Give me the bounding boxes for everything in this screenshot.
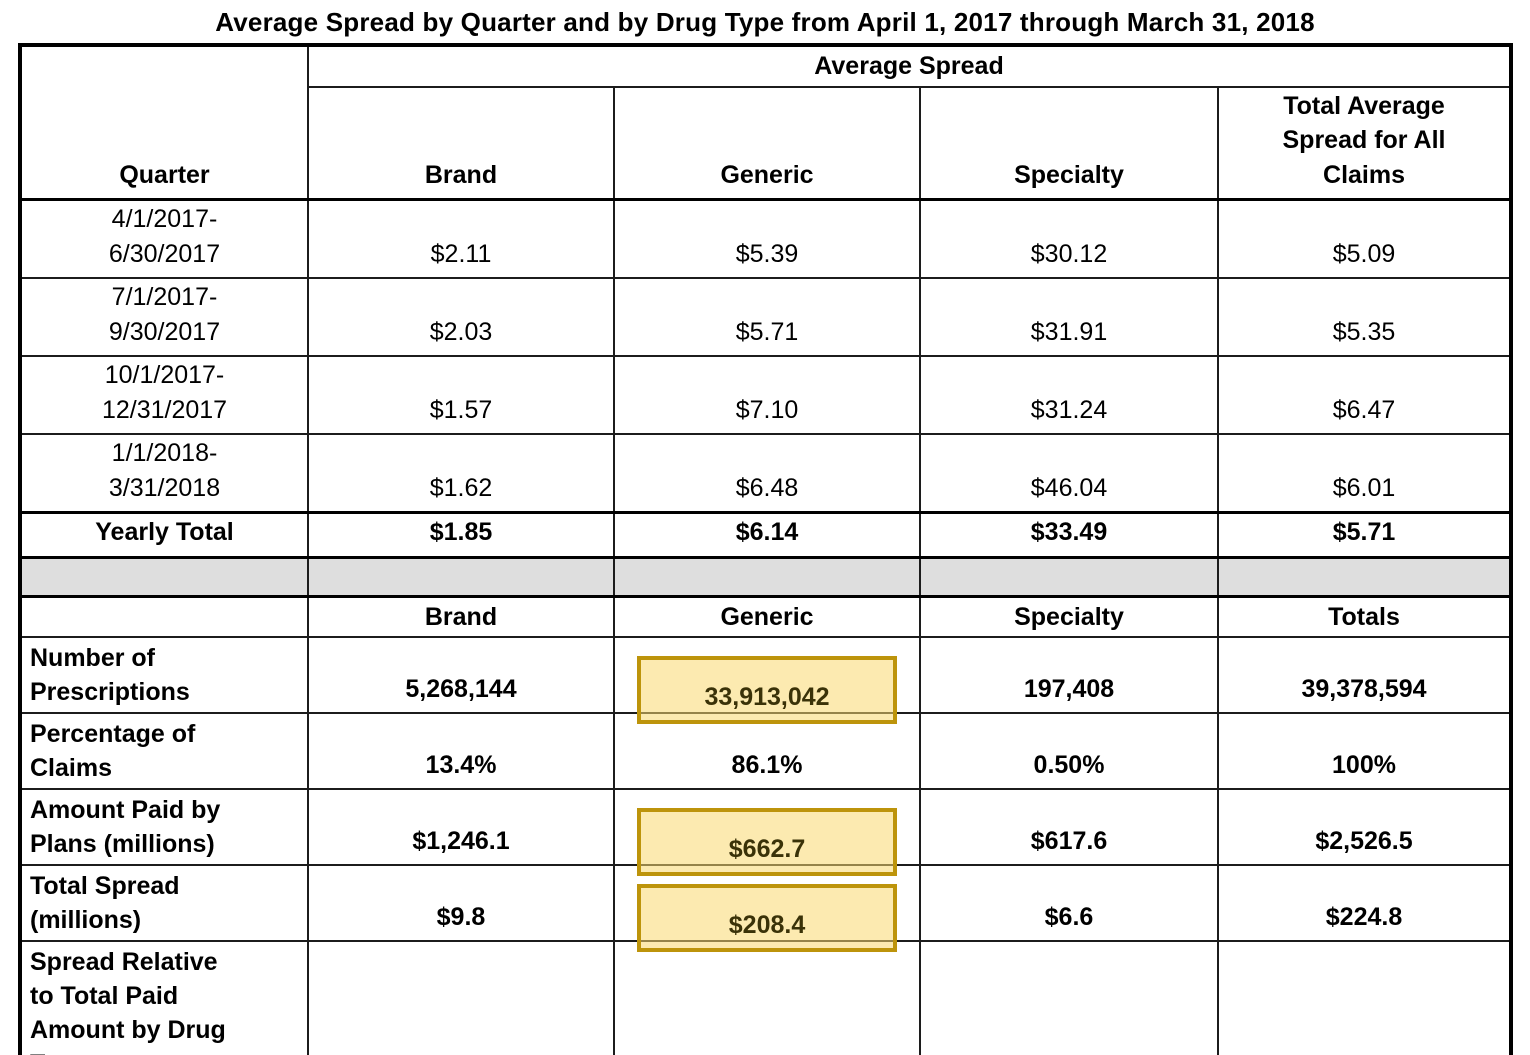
- spacer-cell: [307, 555, 615, 598]
- generic-value-cell: $6.48: [613, 433, 921, 514]
- row-label: Percentage of Claims: [19, 712, 309, 790]
- empty-header-cell: [19, 595, 309, 638]
- specialty-value-cell: 197,408: [919, 636, 1219, 714]
- page-title: Average Spread by Quarter and by Drug Ty…: [215, 7, 1315, 37]
- brand-column-header: Brand: [307, 85, 615, 201]
- quarter-cell: 1/1/2018- 3/31/2018: [19, 433, 309, 514]
- generic-value-cell: 86.1%: [613, 712, 921, 790]
- spacer-cell: [919, 555, 1219, 598]
- highlighted-value: 33,913,042: [704, 682, 830, 711]
- specialty-value-cell: 0.50%: [919, 712, 1219, 790]
- quarter-cell: 7/1/2017- 9/30/2017: [19, 277, 309, 357]
- specialty-value-cell: $6.6: [919, 864, 1219, 942]
- brand-value-cell: $9.8: [307, 864, 615, 942]
- summary-row-amount-paid: Amount Paid by Plans (millions) $1,246.1…: [19, 788, 1513, 876]
- quarter-cell: 4/1/2017- 6/30/2017: [19, 198, 309, 279]
- specialty-column-header: Specialty: [919, 85, 1219, 201]
- specialty-value-cell: $30.12: [919, 198, 1219, 279]
- total-value-cell: $5.09: [1216, 198, 1513, 279]
- generic-column-header: Generic: [613, 595, 921, 638]
- generic-value-cell: $662.7: [613, 788, 921, 876]
- report-page: Average Spread by Quarter and by Drug Ty…: [0, 7, 1530, 1055]
- summary-row-prescriptions: Number of Prescriptions 5,268,144 33,913…: [19, 636, 1513, 724]
- generic-value-cell: $5.39: [613, 198, 921, 279]
- quarter-cell: 10/1/2017- 12/31/2017: [19, 355, 309, 435]
- totals-value-cell: 100%: [1216, 712, 1513, 790]
- brand-column-header: Brand: [307, 595, 615, 638]
- spacer-cell: [19, 555, 309, 598]
- spacer-row: [19, 555, 1513, 598]
- quarter-row-q3: 10/1/2017- 12/31/2017 $1.57 $7.10 $31.24…: [19, 355, 1513, 435]
- brand-value-cell: 13.4%: [307, 712, 615, 790]
- total-value-cell: $5.35: [1216, 277, 1513, 357]
- generic-value-cell: 31.4%: [613, 940, 921, 1055]
- total-value-cell: $6.47: [1216, 355, 1513, 435]
- generic-total-cell: $6.14: [613, 511, 921, 558]
- quarter-row-q1: 4/1/2017- 6/30/2017 $2.11 $5.39 $30.12 $…: [19, 198, 1513, 279]
- row-label: Spread Relative to Total Paid Amount by …: [19, 940, 309, 1055]
- average-spread-group-header: Average Spread: [306, 44, 1513, 88]
- totals-value-cell: 39,378,594: [1216, 636, 1513, 714]
- column-header-row: Brand Generic Specialty Total Average Sp…: [20, 85, 1513, 201]
- generic-value-cell: $208.4: [613, 864, 921, 952]
- yearly-total-row: Yearly Total $1.85 $6.14 $33.49 $5.71: [19, 511, 1513, 558]
- total-total-cell: $5.71: [1216, 511, 1513, 558]
- brand-value-cell: $1.62: [307, 433, 615, 514]
- total-value-cell: $6.01: [1216, 433, 1513, 514]
- generic-column-header: Generic: [613, 85, 921, 201]
- quarter-row-q2: 7/1/2017- 9/30/2017 $2.03 $5.71 $31.91 $…: [19, 277, 1513, 357]
- brand-value-cell: 0.8%: [307, 940, 615, 1055]
- row-label: Amount Paid by Plans (millions): [19, 788, 309, 866]
- highlighted-value: $208.4: [728, 910, 806, 939]
- average-spread-table: Quarter Average Spread Brand Generic Spe…: [18, 43, 1514, 1055]
- brand-value-cell: 5,268,144: [307, 636, 615, 714]
- brand-total-cell: $1.85: [307, 511, 615, 558]
- totals-column-header: Totals: [1216, 595, 1513, 638]
- specialty-value-cell: $31.91: [919, 277, 1219, 357]
- brand-value-cell: $2.11: [307, 198, 615, 279]
- brand-value-cell: $1,246.1: [307, 788, 615, 866]
- highlight-box: $662.7: [637, 807, 897, 876]
- totals-value-cell: $2,526.5: [1216, 788, 1513, 866]
- totals-value-cell: 8.9%: [1216, 940, 1513, 1055]
- totals-value-cell: $224.8: [1216, 864, 1513, 942]
- highlight-box: $208.4: [637, 883, 897, 952]
- summary-row-spread-relative: Spread Relative to Total Paid Amount by …: [19, 940, 1513, 1055]
- highlighted-value: $662.7: [728, 834, 806, 863]
- row-label: Total Spread (millions): [19, 864, 309, 942]
- generic-value-cell: $5.71: [613, 277, 921, 357]
- spacer-cell: [1216, 555, 1513, 598]
- summary-row-percentage: Percentage of Claims 13.4% 86.1% 0.50% 1…: [19, 712, 1513, 790]
- brand-value-cell: $1.57: [307, 355, 615, 435]
- yearly-total-label: Yearly Total: [19, 511, 309, 558]
- highlight-box: 33,913,042: [637, 655, 897, 724]
- specialty-value-cell: $46.04: [919, 433, 1219, 514]
- total-average-column-header: Total Average Spread for All Claims: [1216, 85, 1513, 201]
- brand-value-cell: $2.03: [307, 277, 615, 357]
- specialty-value-cell: 1.1%: [919, 940, 1219, 1055]
- quarter-column-header: Quarter: [19, 44, 309, 201]
- quarter-row-q4: 1/1/2018- 3/31/2018 $1.62 $6.48 $46.04 $…: [19, 433, 1513, 514]
- specialty-value-cell: $617.6: [919, 788, 1219, 866]
- specialty-column-header: Specialty: [919, 595, 1219, 638]
- specialty-total-cell: $33.49: [919, 511, 1219, 558]
- spacer-cell: [613, 555, 921, 598]
- summary-header-row: Brand Generic Specialty Totals: [19, 595, 1513, 638]
- summary-row-total-spread: Total Spread (millions) $9.8 $208.4 $6.6…: [19, 864, 1513, 952]
- generic-value-cell: $7.10: [613, 355, 921, 435]
- generic-value-cell: 33,913,042: [613, 636, 921, 724]
- row-label: Number of Prescriptions: [19, 636, 309, 714]
- specialty-value-cell: $31.24: [919, 355, 1219, 435]
- group-header-row: Quarter Average Spread: [19, 44, 1513, 201]
